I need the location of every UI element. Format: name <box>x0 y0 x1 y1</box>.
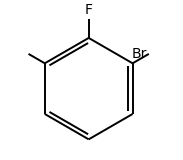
Text: Br: Br <box>132 47 147 61</box>
Text: F: F <box>85 3 93 17</box>
